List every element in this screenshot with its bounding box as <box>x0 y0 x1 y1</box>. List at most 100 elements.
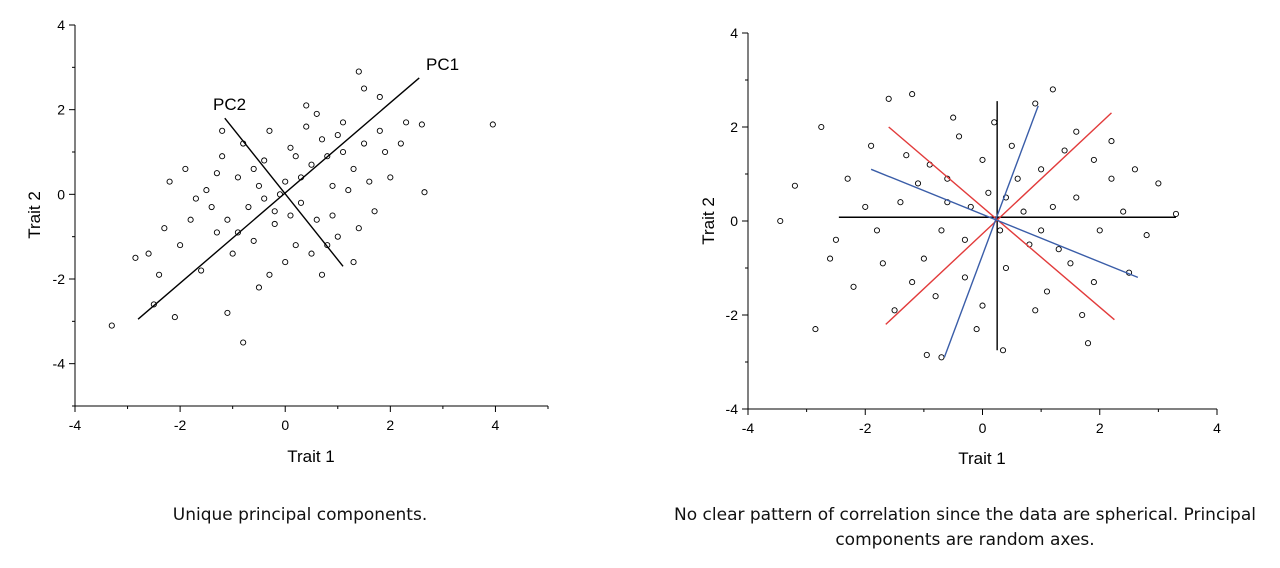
y-axis-label-left: Trait 2 <box>25 191 44 239</box>
data-point <box>250 237 257 244</box>
data-point <box>234 229 241 236</box>
data-point <box>376 93 383 101</box>
data-point <box>914 180 922 187</box>
data-point <box>1155 180 1162 187</box>
line-pc1 <box>137 77 420 320</box>
data-point <box>313 216 320 223</box>
data-point <box>923 351 930 359</box>
data-point <box>1172 210 1180 217</box>
y-tick-label: 4 <box>57 17 65 33</box>
data-point <box>108 322 115 329</box>
data-point <box>313 110 320 117</box>
data-point <box>1043 288 1051 295</box>
data-point <box>418 121 425 128</box>
data-point <box>329 212 336 219</box>
data-point <box>245 203 252 211</box>
data-point <box>208 203 215 211</box>
data-point <box>1079 311 1086 319</box>
data-point <box>897 199 904 206</box>
data-point <box>961 274 968 281</box>
data-point <box>171 314 178 321</box>
data-point <box>219 127 226 134</box>
x-tick-label: -2 <box>859 420 872 436</box>
data-point <box>240 339 247 346</box>
x-tick-label: 0 <box>979 420 987 436</box>
data-point <box>324 242 331 249</box>
data-point <box>850 283 857 290</box>
data-point <box>397 140 404 147</box>
data-point <box>266 271 273 278</box>
data-point <box>844 175 851 182</box>
data-point <box>287 212 294 219</box>
data-point <box>1108 175 1115 182</box>
data-point <box>991 119 998 126</box>
x-tick-label: -4 <box>69 417 82 433</box>
data-point <box>985 189 992 196</box>
data-point <box>421 189 428 196</box>
data-point <box>229 250 236 257</box>
data-point <box>885 95 892 102</box>
data-point <box>489 121 496 128</box>
data-point <box>145 250 152 257</box>
data-point <box>132 254 139 261</box>
line-blue-1 <box>943 105 1039 358</box>
data-point <box>1090 156 1097 163</box>
data-point <box>891 307 898 314</box>
axes-right: -4 -2 0 2 4 -4 -2 0 2 4 <box>726 25 1222 436</box>
x-tick-label: 4 <box>492 417 500 433</box>
y-tick-label: -4 <box>726 401 739 417</box>
data-point <box>371 208 378 215</box>
data-point <box>287 144 294 151</box>
data-point <box>318 271 326 278</box>
data-point <box>187 216 194 223</box>
data-point <box>350 259 357 266</box>
data-point <box>879 260 886 267</box>
data-point <box>382 148 389 156</box>
data-point <box>292 153 299 160</box>
data-point <box>818 123 825 131</box>
data-point <box>938 354 945 361</box>
x-axis-label-left: Trait 1 <box>287 447 335 466</box>
caption-left: Unique principal components. <box>172 505 428 525</box>
data-point <box>873 227 881 234</box>
data-point <box>266 127 273 134</box>
data-point <box>1002 264 1010 272</box>
y-tick-label: 0 <box>730 213 738 229</box>
line-pc2 <box>224 117 344 267</box>
x-axis-label-right: Trait 1 <box>958 449 1006 468</box>
pc2-label: PC2 <box>213 95 246 114</box>
points-right <box>777 86 1180 361</box>
data-point <box>292 242 299 249</box>
data-point <box>862 203 869 210</box>
data-point <box>250 165 257 172</box>
data-point <box>812 326 819 333</box>
data-point <box>271 208 278 215</box>
data-point <box>909 91 916 98</box>
data-point <box>303 123 310 130</box>
data-point <box>932 293 939 300</box>
data-point <box>973 326 980 333</box>
data-point <box>1049 86 1056 93</box>
pc1-label: PC1 <box>426 55 459 74</box>
data-point <box>234 174 241 181</box>
data-point <box>979 156 986 163</box>
data-point <box>997 227 1004 234</box>
data-point <box>791 182 798 189</box>
data-point <box>261 157 268 164</box>
data-point <box>999 347 1007 354</box>
data-point <box>198 267 205 274</box>
data-point <box>403 119 410 126</box>
chart-right: -4 -2 0 2 4 -4 -2 0 2 4 Trait 1 Trait 2 <box>699 25 1222 468</box>
y-tick-label: -2 <box>726 307 739 323</box>
y-tick-label: 2 <box>57 102 65 118</box>
data-point <box>282 178 289 185</box>
data-point <box>213 170 220 177</box>
x-tick-label: 0 <box>281 417 289 433</box>
data-point <box>1120 208 1127 215</box>
data-point <box>1032 307 1039 314</box>
data-point <box>777 217 784 225</box>
y-axis-label-right: Trait 2 <box>699 197 718 245</box>
data-point <box>1073 128 1080 135</box>
y-tick-label: -2 <box>53 271 66 287</box>
data-point <box>334 132 341 139</box>
